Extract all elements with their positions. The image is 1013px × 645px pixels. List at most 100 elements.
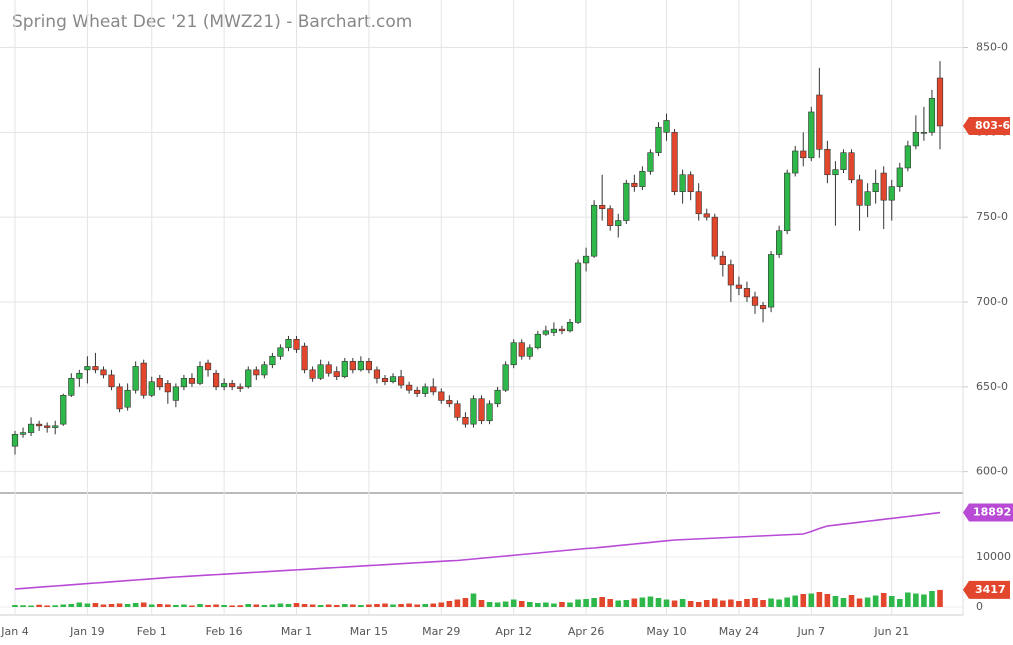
volume-bar	[84, 603, 91, 607]
candle-body	[108, 374, 115, 388]
volume-bar	[551, 603, 557, 607]
volume-bar	[277, 603, 284, 607]
volume-bar	[341, 604, 348, 607]
volume-bar	[486, 602, 493, 607]
volume-bar	[366, 604, 372, 607]
candle-body	[237, 386, 244, 389]
volume-bar	[776, 599, 782, 607]
volume-bar	[333, 605, 340, 607]
volume-bar	[510, 599, 517, 607]
volume-bar	[896, 599, 903, 607]
candle-body	[848, 152, 855, 181]
candle-body	[912, 132, 919, 147]
candle-body	[591, 204, 598, 257]
volume-bar	[535, 603, 541, 607]
volume-bar	[36, 604, 42, 607]
candle-body	[928, 98, 936, 133]
candle-body	[639, 171, 646, 187]
volume-bar	[744, 599, 750, 607]
candle-body	[888, 186, 895, 201]
volume-bar	[245, 604, 252, 607]
candle-body	[406, 384, 413, 391]
candle-body	[824, 148, 831, 176]
y-tick-label: 750-0	[976, 210, 1008, 223]
candle-body	[486, 403, 493, 422]
price-tag-label: 803-6	[975, 119, 1011, 132]
volume-bar	[752, 598, 758, 607]
candle-body	[172, 386, 179, 401]
volume-tag	[963, 580, 1010, 599]
volume-bar	[607, 599, 614, 607]
volume-bar	[205, 605, 211, 607]
volume-bar	[663, 599, 670, 607]
volume-bar	[140, 602, 147, 607]
candle-body	[430, 386, 437, 393]
volume-bar	[317, 605, 324, 607]
candle-body	[735, 284, 743, 289]
candle-body	[494, 389, 501, 405]
candle-body	[341, 361, 348, 377]
candle-body	[349, 361, 356, 371]
volume-bar	[301, 604, 308, 607]
volume-bar	[736, 601, 742, 607]
candle-body	[904, 145, 911, 169]
y-tick-label: 0	[976, 600, 983, 613]
x-tick-label: Mar 1	[281, 625, 312, 638]
y-tick-label: 700-0	[976, 295, 1008, 308]
candle-body	[599, 204, 606, 209]
volume-bar	[768, 598, 774, 607]
candle-body	[792, 150, 799, 174]
candle-body	[132, 366, 139, 391]
candle-body	[285, 339, 292, 349]
candle-body	[76, 372, 83, 379]
x-tick-label: May 10	[646, 625, 686, 638]
candle-body	[229, 383, 236, 388]
oi-tag	[963, 503, 1013, 522]
candle-body	[365, 361, 373, 371]
candle-body	[840, 152, 847, 170]
volume-bar	[293, 603, 300, 607]
x-tick-label: Jan 19	[69, 625, 104, 638]
x-tick-label: Jan 4	[0, 625, 28, 638]
candle-body	[759, 305, 767, 310]
volume-bar	[647, 596, 654, 607]
candle-body	[703, 213, 710, 218]
candle-body	[196, 366, 204, 384]
volume-bar	[189, 605, 195, 607]
candle-body	[373, 369, 381, 379]
volume-bar	[591, 598, 597, 607]
volume-bar	[864, 597, 871, 607]
volume-bar	[446, 601, 453, 607]
candle-body	[510, 342, 517, 366]
volume-bar	[390, 604, 396, 607]
volume-bar	[784, 597, 790, 607]
volume-bar	[173, 605, 179, 607]
candle-body	[711, 216, 718, 257]
volume-bar	[100, 604, 107, 607]
x-tick-label: May 24	[719, 625, 759, 638]
candle-body	[502, 364, 509, 391]
price-tag	[963, 116, 1010, 135]
volume-bar	[792, 595, 799, 607]
candle-body	[204, 362, 212, 371]
chart-title: Spring Wheat Dec '21 (MWZ21) - Barchart.…	[12, 12, 412, 32]
candle-body	[180, 378, 188, 388]
volume-bar	[261, 605, 268, 607]
candle-body	[212, 372, 220, 388]
volume-bar	[197, 604, 203, 607]
volume-bar	[237, 605, 244, 607]
volume-bar	[382, 603, 388, 607]
y-tick-label: 600-0	[976, 465, 1008, 478]
volume-bar	[929, 591, 935, 607]
volume-bar	[132, 603, 139, 607]
volume-bar	[872, 595, 879, 607]
x-tick-label: Feb 16	[206, 625, 243, 638]
candle-body	[679, 174, 686, 193]
candle-body	[381, 378, 389, 383]
candle-body	[389, 376, 397, 383]
x-tick-label: Jun 21	[873, 625, 909, 638]
candle-body	[558, 328, 566, 332]
volume-bar	[165, 604, 171, 607]
oi-tag-label: 18892	[973, 506, 1011, 519]
